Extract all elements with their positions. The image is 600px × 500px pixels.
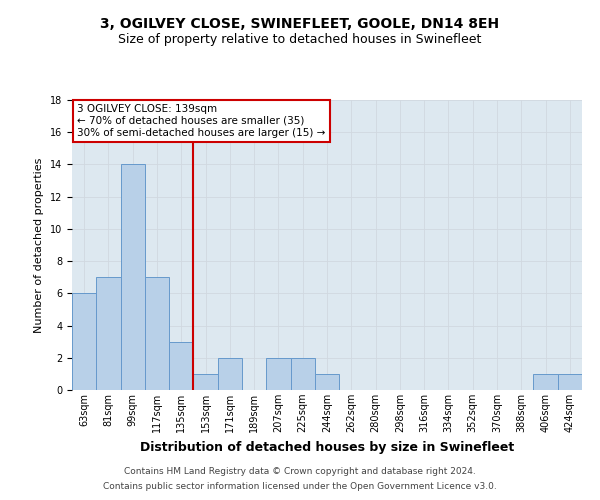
Text: Size of property relative to detached houses in Swinefleet: Size of property relative to detached ho… (118, 32, 482, 46)
Bar (72, 294, 96, 390)
Text: 3 OGILVEY CLOSE: 139sqm
← 70% of detached houses are smaller (35)
30% of semi-de: 3 OGILVEY CLOSE: 139sqm ← 70% of detache… (77, 104, 325, 138)
Text: Contains public sector information licensed under the Open Government Licence v3: Contains public sector information licen… (103, 482, 497, 491)
Bar (533, 374, 558, 390)
Bar (96, 277, 121, 390)
Bar (266, 358, 290, 390)
Text: Contains HM Land Registry data © Crown copyright and database right 2024.: Contains HM Land Registry data © Crown c… (124, 467, 476, 476)
Bar (169, 342, 193, 390)
X-axis label: Distribution of detached houses by size in Swinefleet: Distribution of detached houses by size … (140, 440, 514, 454)
Y-axis label: Number of detached properties: Number of detached properties (34, 158, 44, 332)
Bar (290, 358, 315, 390)
Bar (121, 164, 145, 390)
Bar (218, 358, 242, 390)
Bar (558, 374, 582, 390)
Bar (145, 277, 169, 390)
Bar (315, 374, 339, 390)
Bar (193, 374, 218, 390)
Text: 3, OGILVEY CLOSE, SWINEFLEET, GOOLE, DN14 8EH: 3, OGILVEY CLOSE, SWINEFLEET, GOOLE, DN1… (100, 18, 500, 32)
